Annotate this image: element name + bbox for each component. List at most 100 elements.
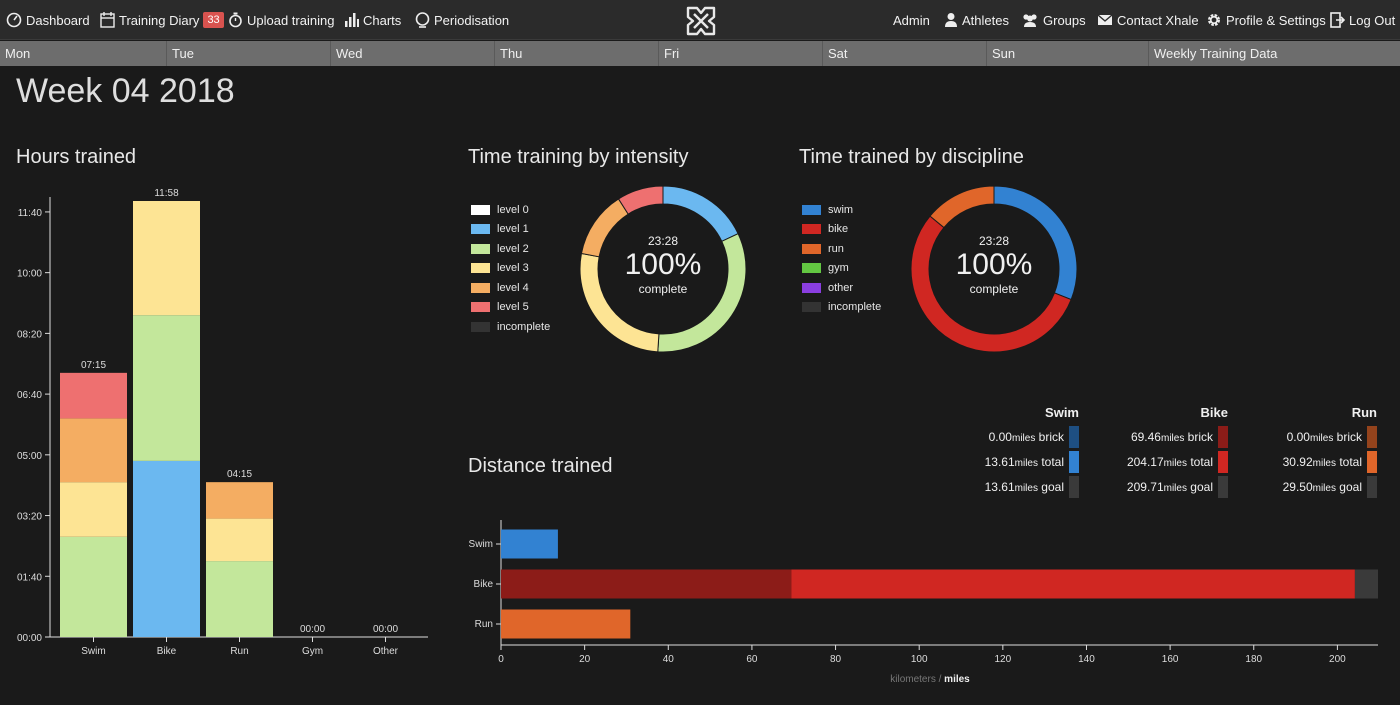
stat-value: 0.00 xyxy=(1286,430,1310,444)
x-tick-label: 160 xyxy=(1162,654,1179,665)
xhale-logo[interactable] xyxy=(684,4,718,38)
x-tick-label: Other xyxy=(373,646,399,657)
nav-profile-settings[interactable]: Profile & Settings xyxy=(1206,0,1326,40)
nav-contact[interactable]: Contact Xhale xyxy=(1097,0,1199,40)
bar-segment-level-2 xyxy=(206,561,273,637)
discipline-donut-center: 23:28 100% complete xyxy=(934,234,1054,296)
nav-groups[interactable]: Groups xyxy=(1021,0,1086,40)
weekday-header-bar: Mon Tue Wed Thu Fri Sat Sun Weekly Train… xyxy=(0,41,1400,66)
x-tick-label: 20 xyxy=(579,654,591,665)
bar-total-run xyxy=(501,609,631,639)
bar-segment-level-3 xyxy=(60,482,127,537)
nav-admin[interactable]: Admin xyxy=(893,0,930,40)
legend-swatch xyxy=(802,204,821,215)
stat-label: brick xyxy=(1035,430,1064,444)
legend-item: level 2 xyxy=(471,239,550,259)
stat-unit: miles xyxy=(1312,483,1336,494)
legend-label: level 4 xyxy=(497,281,529,294)
legend-swatch xyxy=(802,263,821,274)
stat-value: 69.46 xyxy=(1130,430,1161,444)
stat-row-goal: 209.71miles goal xyxy=(1053,480,1213,494)
stat-row-total: 204.17miles total xyxy=(1053,455,1213,469)
bar-total-label: 04:15 xyxy=(227,469,252,480)
bar-segment-level-3 xyxy=(206,518,273,562)
legend-label: level 5 xyxy=(497,301,529,314)
unit-kilometers[interactable]: kilometers xyxy=(890,674,936,685)
legend-label: level 3 xyxy=(497,262,529,275)
bar-total-label: 11:58 xyxy=(154,188,179,199)
y-tick-label: 11:40 xyxy=(18,208,43,219)
stat-row-brick: 0.00miles brick xyxy=(904,430,1064,444)
bar-remaining-goal xyxy=(1354,569,1378,599)
day-wed[interactable]: Wed xyxy=(330,41,494,66)
stat-header-bike: Bike xyxy=(1200,405,1228,420)
legend-item: swim xyxy=(802,200,881,220)
stat-unit: miles xyxy=(1014,483,1038,494)
legend-item: run xyxy=(802,239,881,259)
y-tick-label: 00:00 xyxy=(17,633,42,644)
intensity-title: Time training by intensity xyxy=(468,146,689,168)
bar-brick-bike xyxy=(501,569,792,599)
legend-swatch xyxy=(471,263,490,274)
day-fri[interactable]: Fri xyxy=(658,41,822,66)
donut-slice-run xyxy=(929,185,995,229)
discipline-legend: swim bike run gym other incomplete xyxy=(802,200,881,317)
stat-indicator-bar xyxy=(1069,451,1079,473)
legend-label: level 0 xyxy=(497,203,529,216)
day-sat[interactable]: Sat xyxy=(822,41,986,66)
nav-admin-label: Admin xyxy=(893,12,930,28)
page-title: Week 04 2018 xyxy=(16,72,235,110)
bar-segment-level-4 xyxy=(60,418,127,483)
nav-training-diary-label: Training Diary xyxy=(119,12,200,28)
donut-slice-level-5 xyxy=(617,185,664,215)
stat-label: goal xyxy=(1037,480,1064,494)
nav-upload-label: Upload training xyxy=(247,12,335,28)
y-tick-label: Swim xyxy=(469,539,493,550)
day-mon[interactable]: Mon xyxy=(5,46,31,61)
legend-swatch xyxy=(802,282,821,293)
day-tue[interactable]: Tue xyxy=(166,41,330,66)
stat-unit: miles xyxy=(1312,458,1336,469)
intensity-donut-center: 23:28 100% complete xyxy=(603,234,723,296)
discipline-donut-chart xyxy=(910,185,1078,353)
nav-periodisation[interactable]: Periodisation xyxy=(415,0,509,40)
y-tick-label: Bike xyxy=(474,579,494,590)
legend-label: swim xyxy=(828,203,854,216)
x-tick-label: Gym xyxy=(302,646,323,657)
nav-profile-label: Profile & Settings xyxy=(1226,12,1326,28)
stat-indicator-bar xyxy=(1367,426,1377,448)
nav-charts[interactable]: Charts xyxy=(344,0,401,40)
nav-training-diary[interactable]: Training Diary 33 xyxy=(100,0,224,40)
x-tick-label: 80 xyxy=(830,654,842,665)
weekly-training-data-tab[interactable]: Weekly Training Data xyxy=(1148,41,1400,66)
day-thu[interactable]: Thu xyxy=(494,41,658,66)
discipline-percent: 100% xyxy=(955,248,1033,281)
bar-segment-level-3 xyxy=(133,201,200,316)
bar-segment-level-2 xyxy=(133,315,200,461)
bar-total-label: 00:00 xyxy=(300,624,325,635)
unit-toggle[interactable]: kilometers / miles xyxy=(890,674,970,685)
x-tick-label: Bike xyxy=(157,646,177,657)
globe-icon xyxy=(415,12,430,28)
nav-dashboard[interactable]: Dashboard xyxy=(6,0,90,40)
legend-label: other xyxy=(828,281,854,294)
unit-miles[interactable]: miles xyxy=(944,674,970,685)
nav-upload-training[interactable]: Upload training xyxy=(228,0,334,40)
day-sun[interactable]: Sun xyxy=(986,41,1148,66)
x-tick-label: 180 xyxy=(1245,654,1262,665)
stat-value: 29.50 xyxy=(1282,480,1313,494)
stat-header-swim: Swim xyxy=(1045,405,1079,420)
stat-row-total: 30.92miles total xyxy=(1202,455,1362,469)
x-tick-label: 40 xyxy=(663,654,675,665)
legend-item: level 4 xyxy=(471,278,550,298)
x-tick-label: Swim xyxy=(81,646,105,657)
stat-label: total xyxy=(1186,455,1213,469)
discipline-total-time: 23:28 xyxy=(978,234,1010,248)
nav-log-out[interactable]: Log Out xyxy=(1330,0,1395,40)
stat-row-brick: 69.46miles brick xyxy=(1053,430,1213,444)
nav-athletes[interactable]: Athletes xyxy=(944,0,1009,40)
bar-total-swim xyxy=(501,529,558,559)
legend-swatch xyxy=(802,302,821,313)
bar-segment-level-5 xyxy=(60,372,127,419)
stat-unit: miles xyxy=(1011,433,1036,444)
